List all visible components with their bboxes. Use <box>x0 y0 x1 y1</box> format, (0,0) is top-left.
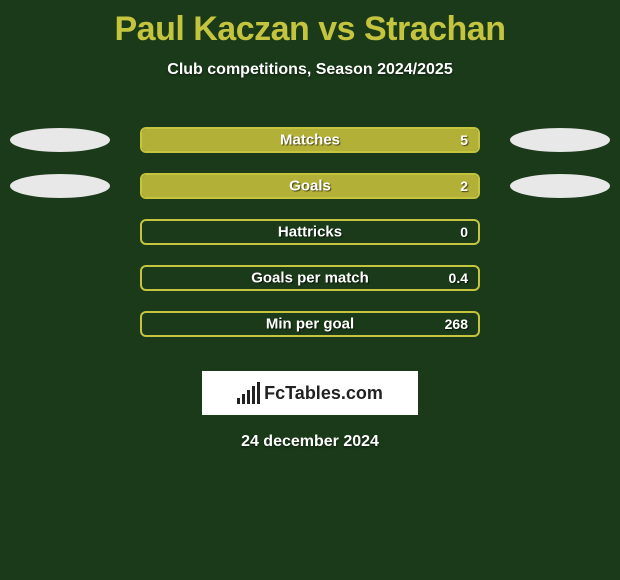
stat-row: Goals 2 <box>0 163 620 209</box>
date-label: 24 december 2024 <box>0 433 620 451</box>
subtitle: Club competitions, Season 2024/2025 <box>0 61 620 79</box>
stat-value: 0.4 <box>449 270 468 286</box>
stat-label: Hattricks <box>278 224 342 241</box>
stat-row: Matches 5 <box>0 117 620 163</box>
stat-value: 2 <box>460 178 468 194</box>
stat-bar: Matches 5 <box>140 127 480 153</box>
stat-label: Min per goal <box>266 316 354 333</box>
stat-value: 5 <box>460 132 468 148</box>
logo-bars-icon <box>237 382 260 404</box>
stat-bar: Hattricks 0 <box>140 219 480 245</box>
stat-label: Matches <box>280 132 340 149</box>
stat-bar: Min per goal 268 <box>140 311 480 337</box>
stat-row: Hattricks 0 <box>0 209 620 255</box>
stat-row: Min per goal 268 <box>0 301 620 347</box>
stat-row: Goals per match 0.4 <box>0 255 620 301</box>
stat-bar: Goals per match 0.4 <box>140 265 480 291</box>
page-title: Paul Kaczan vs Strachan <box>0 0 620 49</box>
stats-rows: Matches 5 Goals 2 Hattricks 0 Goals per match 0… <box>0 117 620 347</box>
stat-bar: Goals 2 <box>140 173 480 199</box>
logo-text: FcTables.com <box>264 383 383 404</box>
fctables-logo: FcTables.com <box>202 371 418 415</box>
left-ellipse <box>10 174 110 198</box>
stat-label: Goals per match <box>251 270 369 287</box>
stat-label: Goals <box>289 178 331 195</box>
left-ellipse <box>10 128 110 152</box>
right-ellipse <box>510 128 610 152</box>
stat-value: 268 <box>445 316 468 332</box>
right-ellipse <box>510 174 610 198</box>
stat-value: 0 <box>460 224 468 240</box>
